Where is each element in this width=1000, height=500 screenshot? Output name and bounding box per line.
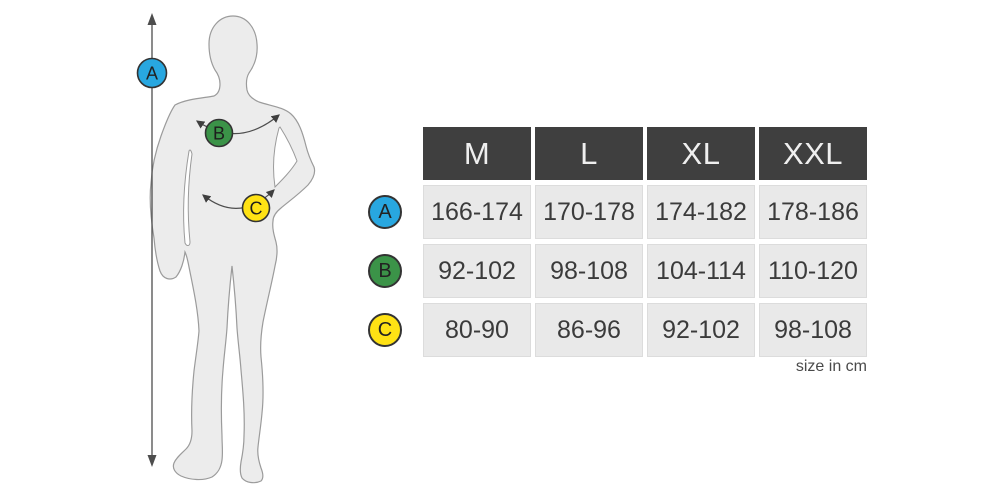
size-column-header-m: M (423, 127, 531, 180)
table-cell-waist-l: 86-96 (535, 303, 643, 357)
marker-c-waist: C (241, 193, 271, 223)
size-table: M L XL XXL 166-174 170-178 174-182 178-1… (423, 127, 867, 357)
table-cell-chest-xxl: 110-120 (759, 244, 867, 298)
size-column-header-l: L (535, 127, 643, 180)
table-cell-height-xxl: 178-186 (759, 185, 867, 239)
chest-circumference-arrow (196, 114, 280, 135)
waist-circumference-arrow (202, 189, 275, 209)
size-column-header-xl: XL (647, 127, 755, 180)
table-cell-waist-xl: 92-102 (647, 303, 755, 357)
arm-torso-gap-left (183, 149, 193, 246)
marker-c-label: C (250, 199, 263, 219)
legend-marker-b-label: B (378, 259, 392, 282)
table-cell-waist-xxl: 98-108 (759, 303, 867, 357)
legend-marker-c: C (368, 313, 402, 347)
arm-torso-gap-right (273, 126, 298, 189)
legend-marker-a: A (368, 195, 402, 229)
table-cell-chest-xl: 104-114 (647, 244, 755, 298)
arrow-down-icon (147, 455, 157, 467)
table-cell-height-l: 170-178 (535, 185, 643, 239)
body-silhouette (149, 15, 316, 484)
height-arrow (147, 13, 157, 467)
size-column-header-xxl: XXL (759, 127, 867, 180)
marker-a-height: A (136, 57, 168, 89)
marker-b-chest: B (204, 118, 234, 148)
units-caption: size in cm (795, 358, 867, 375)
table-cell-chest-m: 92-102 (423, 244, 531, 298)
marker-a-label: A (146, 64, 158, 84)
body-measurement-figure: A B C (136, 13, 316, 484)
table-cell-height-xl: 174-182 (647, 185, 755, 239)
legend-marker-c-label: C (377, 318, 393, 341)
arrow-up-icon (147, 13, 157, 25)
table-cell-height-m: 166-174 (423, 185, 531, 239)
legend-marker-b: B (368, 254, 402, 288)
table-cell-waist-m: 80-90 (423, 303, 531, 357)
table-cell-chest-l: 98-108 (535, 244, 643, 298)
marker-b-label: B (213, 124, 225, 144)
legend-marker-a-label: A (378, 200, 392, 223)
